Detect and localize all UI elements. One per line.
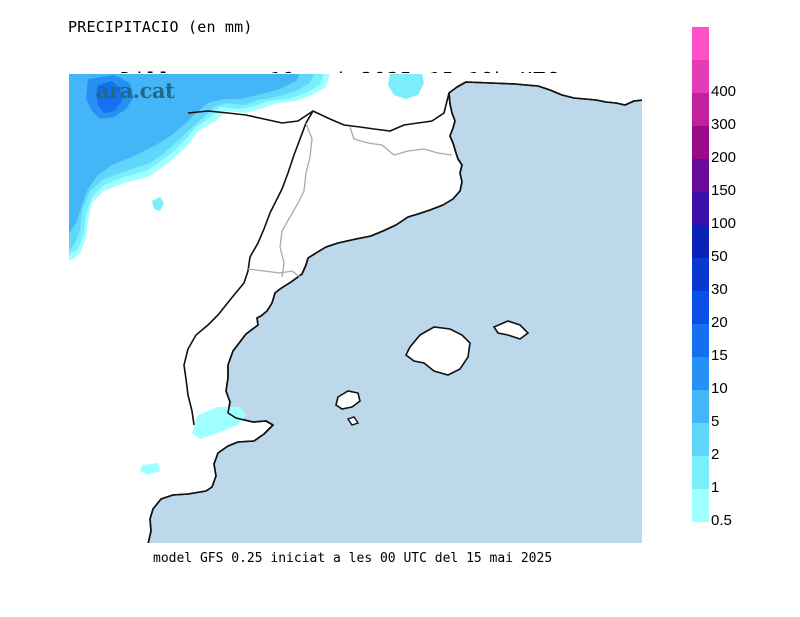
legend-swatch [692,159,709,192]
legend-label: 100 [711,215,737,232]
legend-label: 15 [711,347,728,364]
precipitation-map [68,73,643,544]
legend-swatch [692,423,709,456]
legend-label: 10 [711,380,728,397]
legend-swatch [692,390,709,423]
legend-label: 150 [711,182,737,199]
legend-swatch [692,324,709,357]
pyrenees-border [187,92,450,132]
legend-swatch [692,258,709,291]
legend-swatch [692,456,709,489]
map-title: PRECIPITACIO (en mm) [68,18,253,36]
legend-swatch [692,60,709,93]
island-mallorca [404,326,471,376]
island-menorca [492,320,530,340]
island-formentera [346,416,360,426]
legend-swatch [692,192,709,225]
legend-label: 200 [711,149,737,166]
legend-swatch [692,291,709,324]
precip-cell-small [152,197,164,211]
legend-swatch [692,93,709,126]
regional-boundary [183,110,314,426]
legend-label: 300 [711,116,737,133]
legend-label: 2 [711,446,720,463]
precipitation-shading [68,73,424,475]
precip-cell-north [388,73,424,99]
precip-band-15 [96,81,122,113]
legend-label: 1 [711,479,720,496]
legend-label: 400 [711,83,737,100]
legend-label: 50 [711,248,728,265]
island-ibiza [335,390,361,410]
legend-swatch [692,489,709,522]
model-run-info: model GFS 0.25 iniciat a les 00 UTC del … [153,551,553,566]
coastline [147,81,643,544]
legend-swatch [692,27,709,60]
legend-label: 30 [711,281,728,298]
legend-label: 0.5 [711,512,732,529]
legend-swatch [692,126,709,159]
province-borders [247,122,453,278]
legend-swatch [692,225,709,258]
ara-cat-watermark: ara.cat [96,78,175,103]
precip-band-5 [68,73,300,235]
legend-label: 5 [711,413,720,430]
map-frame [68,73,643,544]
legend-label: 20 [711,314,728,331]
legend-swatch [692,357,709,390]
precip-cell-southwest [140,463,160,475]
